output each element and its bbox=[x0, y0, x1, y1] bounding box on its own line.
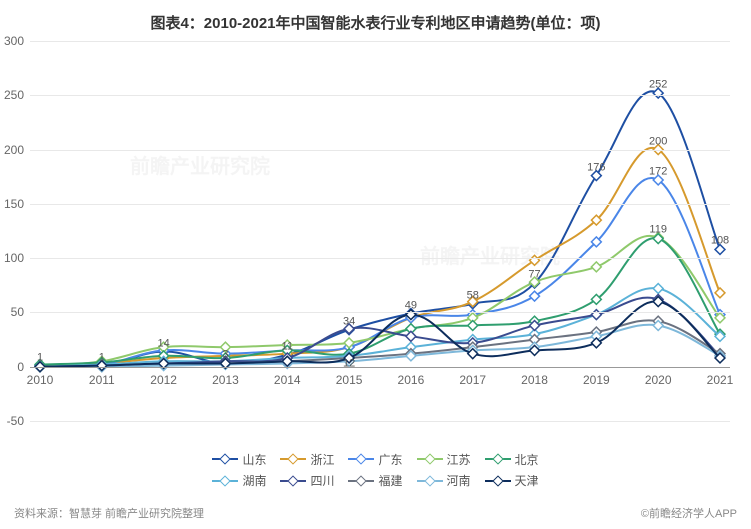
x-tick-label: 2013 bbox=[212, 373, 239, 387]
series-marker bbox=[591, 171, 601, 181]
legend-label: 浙江 bbox=[310, 451, 334, 468]
x-tick-label: 2010 bbox=[27, 373, 54, 387]
grid-line bbox=[30, 312, 730, 313]
chart-footer: 资料来源：智慧芽 前瞻产业研究院整理 ©前瞻经济学人APP bbox=[14, 505, 737, 521]
legend-label: 湖南 bbox=[242, 472, 266, 489]
y-tick-label: 0 bbox=[0, 360, 24, 374]
legend-swatch bbox=[348, 477, 374, 485]
x-tick-label: 2016 bbox=[398, 373, 425, 387]
legend-label: 河南 bbox=[447, 472, 471, 489]
x-tick-label: 2014 bbox=[274, 373, 301, 387]
legend-swatch bbox=[212, 477, 238, 485]
legend-swatch bbox=[348, 455, 374, 463]
legend-label: 天津 bbox=[515, 472, 539, 489]
series-marker bbox=[530, 291, 540, 301]
x-tick-label: 2020 bbox=[645, 373, 672, 387]
series-marker bbox=[591, 262, 601, 272]
legend-swatch bbox=[417, 477, 443, 485]
y-tick-label: 100 bbox=[0, 251, 24, 265]
series-marker bbox=[715, 245, 725, 255]
x-tick-label: 2017 bbox=[459, 373, 486, 387]
x-tick-label: 2012 bbox=[150, 373, 177, 387]
legend-label: 江苏 bbox=[447, 451, 471, 468]
legend-label: 山东 bbox=[242, 451, 266, 468]
series-marker bbox=[715, 288, 725, 298]
x-tick-label: 2018 bbox=[521, 373, 548, 387]
series-marker bbox=[591, 310, 601, 320]
legend-item[interactable]: 山东 bbox=[212, 451, 266, 468]
footer-source: 资料来源：智慧芽 前瞻产业研究院整理 bbox=[14, 505, 204, 521]
zero-line bbox=[30, 367, 730, 368]
y-tick-label: 150 bbox=[0, 197, 24, 211]
legend-swatch bbox=[485, 477, 511, 485]
chart-plot-area: -500501001502002503002010201120122013201… bbox=[30, 41, 730, 421]
legend-swatch bbox=[280, 477, 306, 485]
chart-legend: 山东 浙江 广东 江苏 北京湖南 四川 福建 河南 天津 bbox=[0, 449, 751, 489]
grid-line bbox=[30, 421, 730, 422]
series-line bbox=[40, 238, 720, 364]
legend-swatch bbox=[417, 455, 443, 463]
grid-line bbox=[30, 150, 730, 151]
legend-item[interactable]: 天津 bbox=[485, 472, 539, 489]
legend-label: 四川 bbox=[310, 472, 334, 489]
series-marker bbox=[221, 342, 231, 352]
x-tick-label: 2011 bbox=[89, 373, 115, 387]
series-marker bbox=[653, 284, 663, 294]
series-marker bbox=[406, 331, 416, 341]
legend-item[interactable]: 浙江 bbox=[280, 451, 334, 468]
legend-item[interactable]: 北京 bbox=[485, 451, 539, 468]
grid-line bbox=[30, 258, 730, 259]
grid-line bbox=[30, 204, 730, 205]
legend-label: 北京 bbox=[515, 451, 539, 468]
y-tick-label: -50 bbox=[0, 414, 24, 428]
x-tick-label: 2019 bbox=[583, 373, 610, 387]
grid-line bbox=[30, 95, 730, 96]
series-marker bbox=[591, 338, 601, 348]
series-line bbox=[40, 178, 720, 367]
legend-item[interactable]: 河南 bbox=[417, 472, 471, 489]
legend-swatch bbox=[212, 455, 238, 463]
chart-svg bbox=[30, 41, 730, 421]
legend-swatch bbox=[280, 455, 306, 463]
y-tick-label: 300 bbox=[0, 34, 24, 48]
legend-label: 广东 bbox=[378, 451, 402, 468]
x-tick-label: 2021 bbox=[707, 373, 734, 387]
legend-row: 湖南 四川 福建 河南 天津 bbox=[0, 471, 751, 490]
series-marker bbox=[468, 321, 478, 331]
legend-label: 福建 bbox=[378, 472, 402, 489]
x-tick-label: 2015 bbox=[336, 373, 363, 387]
series-line bbox=[40, 91, 720, 366]
footer-copyright: ©前瞻经济学人APP bbox=[641, 505, 737, 521]
legend-item[interactable]: 江苏 bbox=[417, 451, 471, 468]
y-tick-label: 250 bbox=[0, 88, 24, 102]
legend-item[interactable]: 四川 bbox=[280, 472, 334, 489]
legend-item[interactable]: 福建 bbox=[348, 472, 402, 489]
grid-line bbox=[30, 41, 730, 42]
legend-row: 山东 浙江 广东 江苏 北京 bbox=[0, 449, 751, 468]
y-tick-label: 50 bbox=[0, 305, 24, 319]
y-tick-label: 200 bbox=[0, 143, 24, 157]
series-line bbox=[40, 236, 720, 367]
chart-title: 图表4：2010-2021年中国智能水表行业专利地区申请趋势(单位：项) bbox=[0, 0, 751, 41]
legend-swatch bbox=[485, 455, 511, 463]
legend-item[interactable]: 湖南 bbox=[212, 472, 266, 489]
legend-item[interactable]: 广东 bbox=[348, 451, 402, 468]
